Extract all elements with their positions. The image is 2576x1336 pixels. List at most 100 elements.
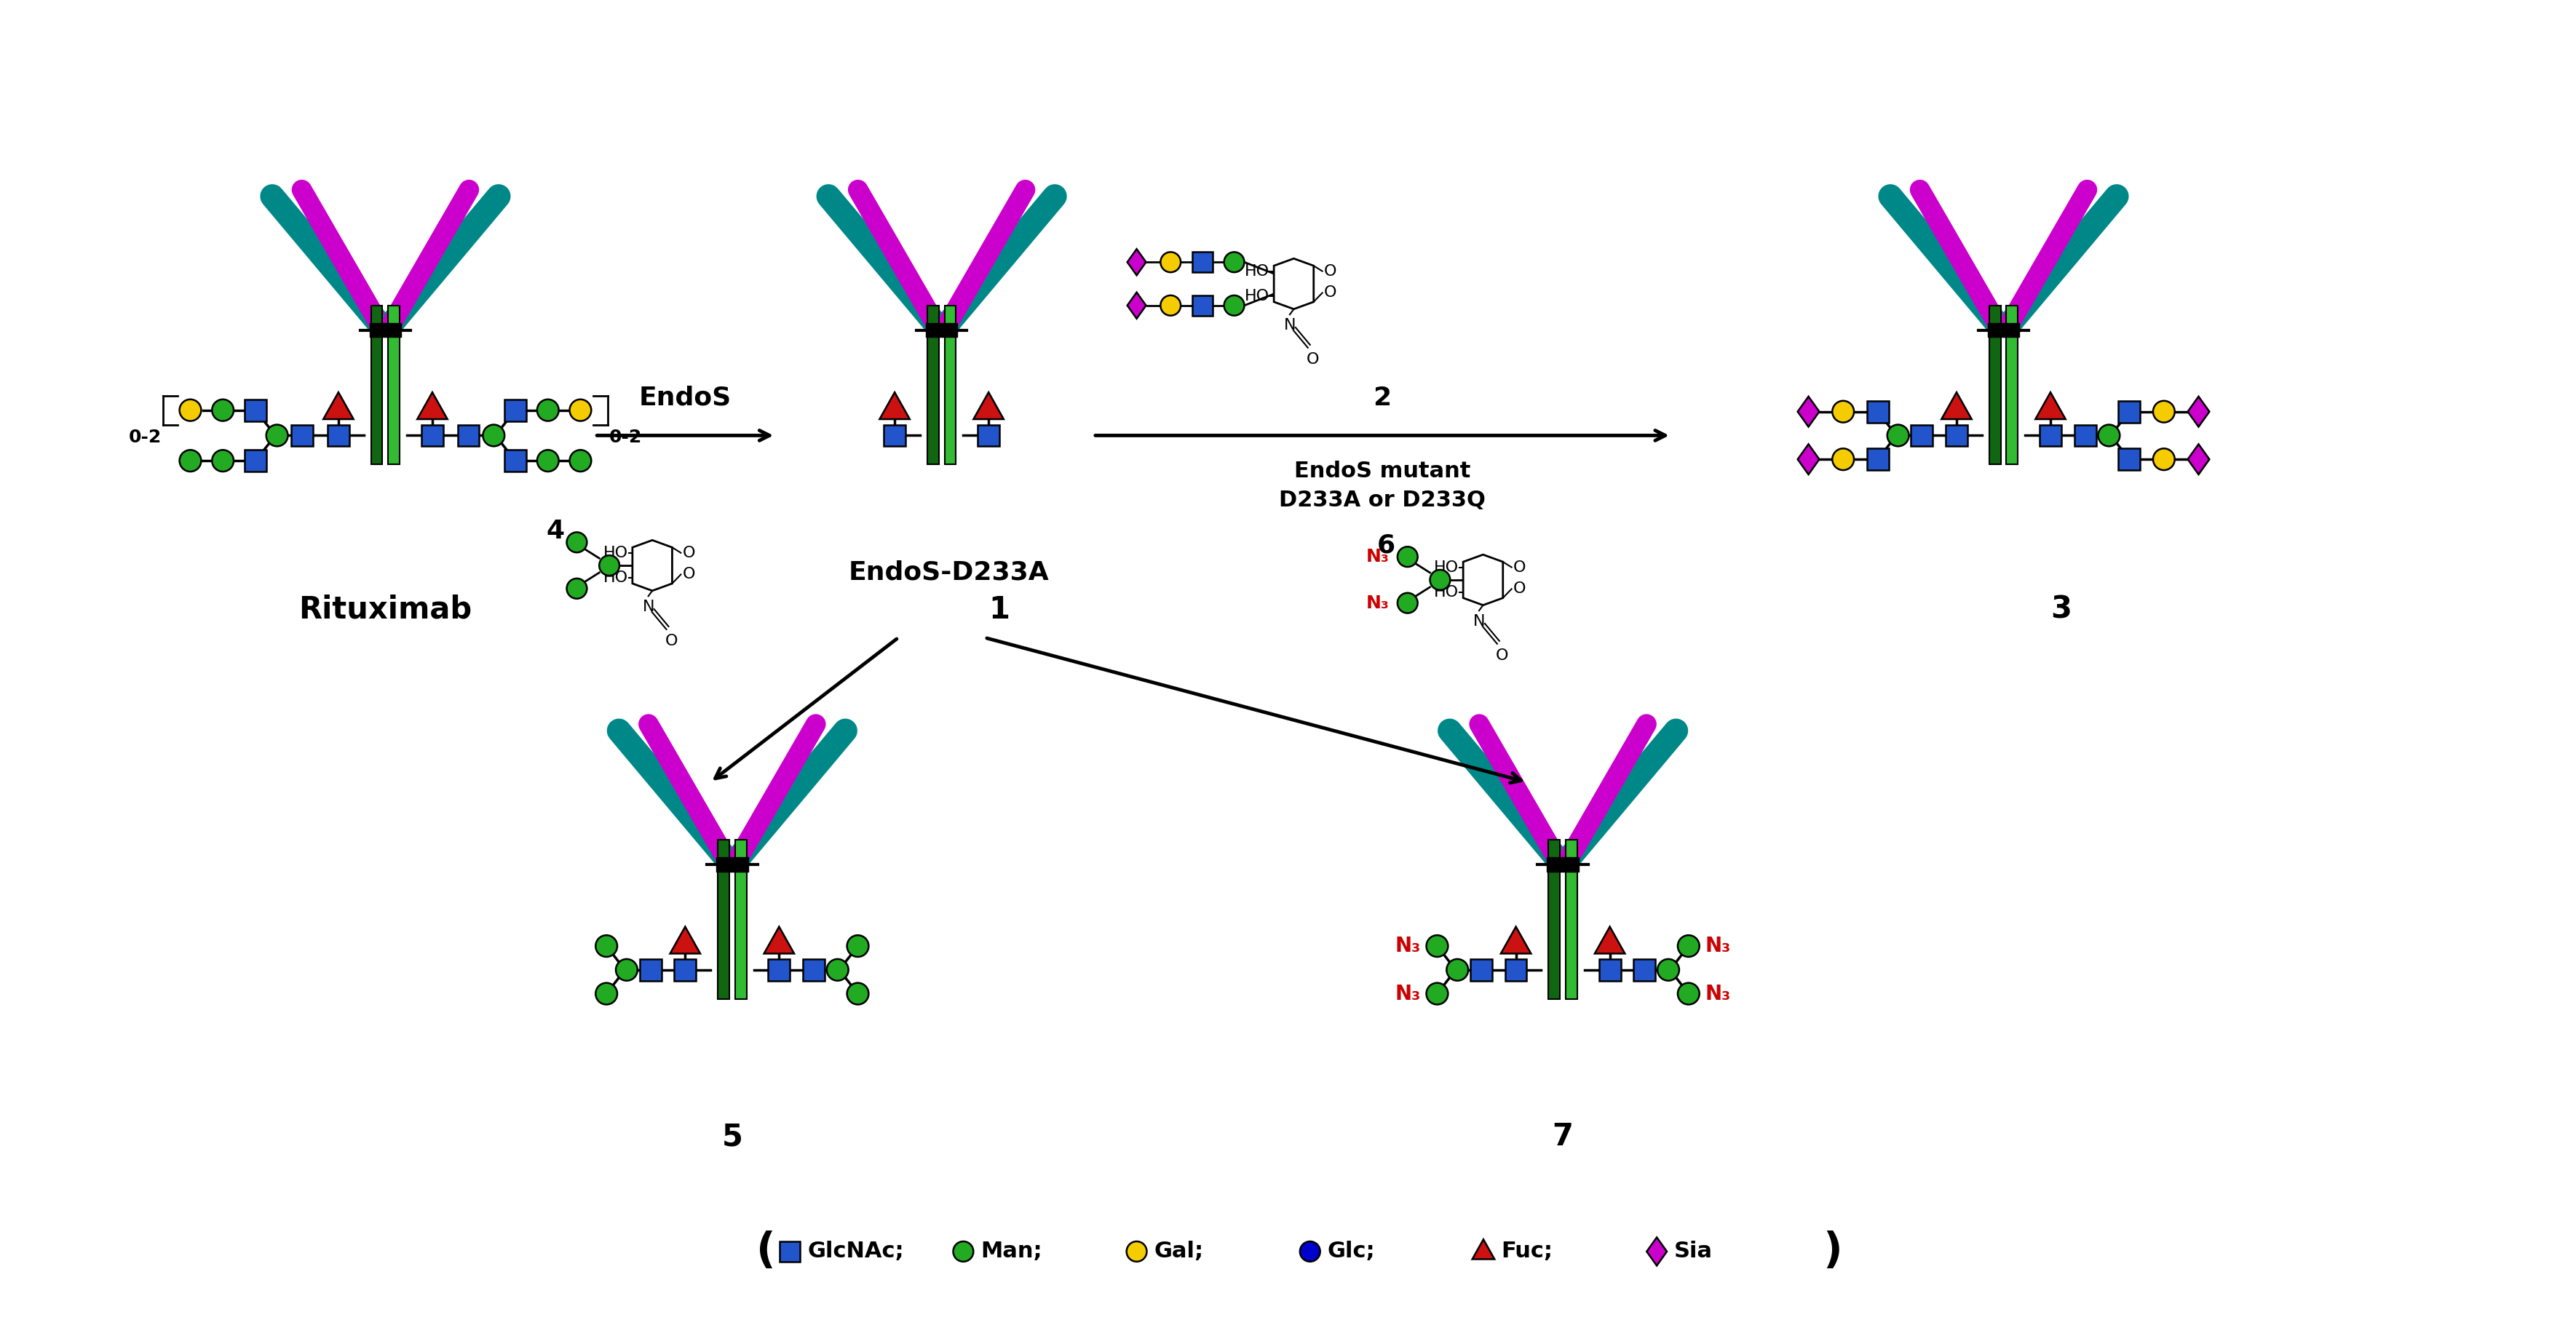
- Bar: [804, 959, 824, 981]
- Text: O: O: [1324, 286, 1337, 301]
- Circle shape: [1430, 569, 1450, 591]
- Text: Man;: Man;: [981, 1241, 1043, 1263]
- Circle shape: [1448, 959, 1468, 981]
- Circle shape: [569, 450, 592, 472]
- Polygon shape: [325, 393, 353, 420]
- Polygon shape: [1128, 248, 1146, 275]
- Circle shape: [2154, 449, 2174, 470]
- Circle shape: [1301, 1241, 1319, 1261]
- Circle shape: [2099, 425, 2120, 446]
- Bar: [1633, 959, 1656, 981]
- Circle shape: [1396, 593, 1417, 613]
- Bar: [1989, 323, 2020, 337]
- Circle shape: [2154, 401, 2174, 422]
- Bar: [2074, 425, 2097, 446]
- Bar: [1548, 858, 1579, 871]
- Circle shape: [211, 450, 234, 472]
- Text: N₃: N₃: [1705, 983, 1731, 1003]
- Text: EndoS-D233A: EndoS-D233A: [848, 560, 1048, 585]
- Text: Sia: Sia: [1674, 1241, 1713, 1263]
- Text: N: N: [1473, 615, 1486, 629]
- Bar: [1945, 425, 1968, 446]
- Text: GlcNAc;: GlcNAc;: [806, 1241, 904, 1263]
- Circle shape: [600, 556, 618, 576]
- Bar: [719, 840, 729, 999]
- Circle shape: [827, 959, 848, 981]
- Circle shape: [1427, 983, 1448, 1005]
- Circle shape: [1224, 253, 1244, 273]
- Bar: [639, 959, 662, 981]
- Bar: [768, 959, 791, 981]
- Text: HO: HO: [1435, 585, 1458, 600]
- Bar: [2007, 306, 2017, 465]
- Circle shape: [180, 450, 201, 472]
- Text: 4: 4: [546, 518, 564, 544]
- Polygon shape: [1463, 554, 1502, 605]
- Bar: [505, 450, 526, 472]
- Polygon shape: [1128, 293, 1146, 318]
- Bar: [1471, 959, 1492, 981]
- Text: N₃: N₃: [1394, 983, 1419, 1003]
- Text: O: O: [1324, 265, 1337, 278]
- Circle shape: [1832, 449, 1855, 470]
- Text: 0-2: 0-2: [611, 429, 641, 446]
- Text: HO: HO: [1244, 265, 1270, 278]
- Bar: [245, 450, 265, 472]
- Circle shape: [1427, 935, 1448, 957]
- Polygon shape: [1473, 1240, 1494, 1260]
- Text: Gal;: Gal;: [1154, 1241, 1203, 1263]
- Bar: [2117, 449, 2141, 470]
- Bar: [979, 425, 999, 446]
- Text: HO: HO: [603, 545, 629, 560]
- Circle shape: [1224, 295, 1244, 315]
- Circle shape: [1832, 401, 1855, 422]
- Circle shape: [1656, 959, 1680, 981]
- Bar: [716, 858, 747, 871]
- Circle shape: [265, 425, 289, 446]
- Bar: [505, 399, 526, 421]
- Circle shape: [1677, 983, 1700, 1005]
- Bar: [1911, 425, 1932, 446]
- Text: O: O: [665, 633, 677, 648]
- Text: O: O: [1512, 560, 1525, 574]
- Polygon shape: [1595, 927, 1625, 954]
- Bar: [2040, 425, 2061, 446]
- Circle shape: [595, 935, 618, 957]
- Bar: [925, 323, 958, 337]
- Polygon shape: [1942, 393, 1971, 420]
- Bar: [1989, 306, 2002, 465]
- Text: N₃: N₃: [1365, 548, 1388, 565]
- Bar: [1504, 959, 1528, 981]
- Text: 5: 5: [721, 1121, 742, 1152]
- Text: O: O: [1306, 353, 1319, 366]
- Polygon shape: [1798, 397, 1819, 426]
- Circle shape: [616, 959, 636, 981]
- Bar: [245, 399, 265, 421]
- Bar: [945, 306, 956, 465]
- Circle shape: [1162, 253, 1180, 273]
- Bar: [1548, 840, 1561, 999]
- Text: N₃: N₃: [1394, 935, 1419, 957]
- Bar: [2117, 401, 2141, 422]
- Polygon shape: [974, 393, 1005, 420]
- Text: Glc;: Glc;: [1327, 1241, 1376, 1263]
- Text: 2: 2: [1373, 386, 1391, 410]
- Circle shape: [595, 983, 618, 1005]
- Text: 3: 3: [2050, 595, 2071, 625]
- Polygon shape: [2035, 393, 2066, 420]
- Bar: [371, 306, 381, 465]
- Circle shape: [567, 532, 587, 553]
- Text: O: O: [1497, 648, 1510, 663]
- Bar: [1868, 449, 1888, 470]
- Circle shape: [180, 399, 201, 421]
- Polygon shape: [1502, 927, 1530, 954]
- Text: 6: 6: [1376, 533, 1396, 557]
- Polygon shape: [2187, 444, 2210, 474]
- Bar: [781, 1241, 801, 1261]
- Text: 0-2: 0-2: [129, 429, 162, 446]
- Polygon shape: [878, 393, 909, 420]
- Bar: [291, 425, 314, 446]
- Text: D233A or D233Q: D233A or D233Q: [1278, 489, 1486, 510]
- Text: 1: 1: [989, 595, 1010, 625]
- Polygon shape: [670, 927, 701, 954]
